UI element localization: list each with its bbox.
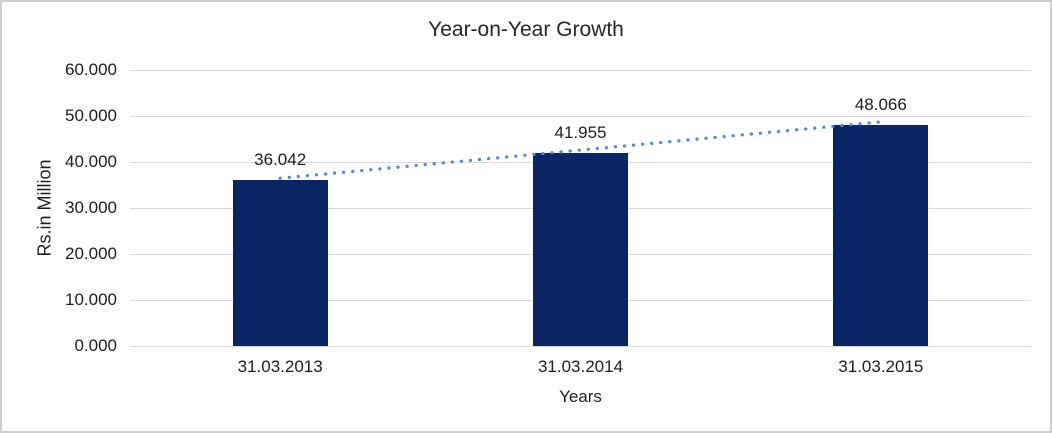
y-axis-title: Rs.in Million bbox=[34, 159, 55, 257]
bar bbox=[833, 124, 929, 346]
x-tick-label: 31.03.2013 bbox=[237, 357, 323, 376]
bar bbox=[533, 153, 628, 346]
gridline bbox=[130, 69, 1031, 71]
x-tick-label: 31.03.2015 bbox=[838, 357, 924, 376]
y-tick-label: 0.000 bbox=[74, 336, 117, 355]
y-tick-label: 20.000 bbox=[65, 244, 117, 263]
bar-value-label: 41.955 bbox=[554, 123, 607, 142]
y-tick-label: 50.000 bbox=[65, 106, 117, 125]
x-tick-label: 31.03.2014 bbox=[537, 357, 624, 376]
chart-title: Year-on-Year Growth bbox=[428, 18, 624, 41]
y-tick-label: 30.000 bbox=[65, 198, 117, 217]
y-tick-label: 10.000 bbox=[65, 290, 117, 309]
bar bbox=[232, 180, 328, 346]
gridline bbox=[130, 345, 1031, 347]
y-tick-label: 60.000 bbox=[65, 60, 117, 79]
y-tick-label: 40.000 bbox=[65, 152, 117, 171]
bar-value-label: 36.042 bbox=[254, 150, 307, 170]
x-axis-title: Years bbox=[559, 387, 602, 406]
bar-value-label: 48.066 bbox=[854, 94, 907, 114]
gridline bbox=[130, 115, 1031, 117]
